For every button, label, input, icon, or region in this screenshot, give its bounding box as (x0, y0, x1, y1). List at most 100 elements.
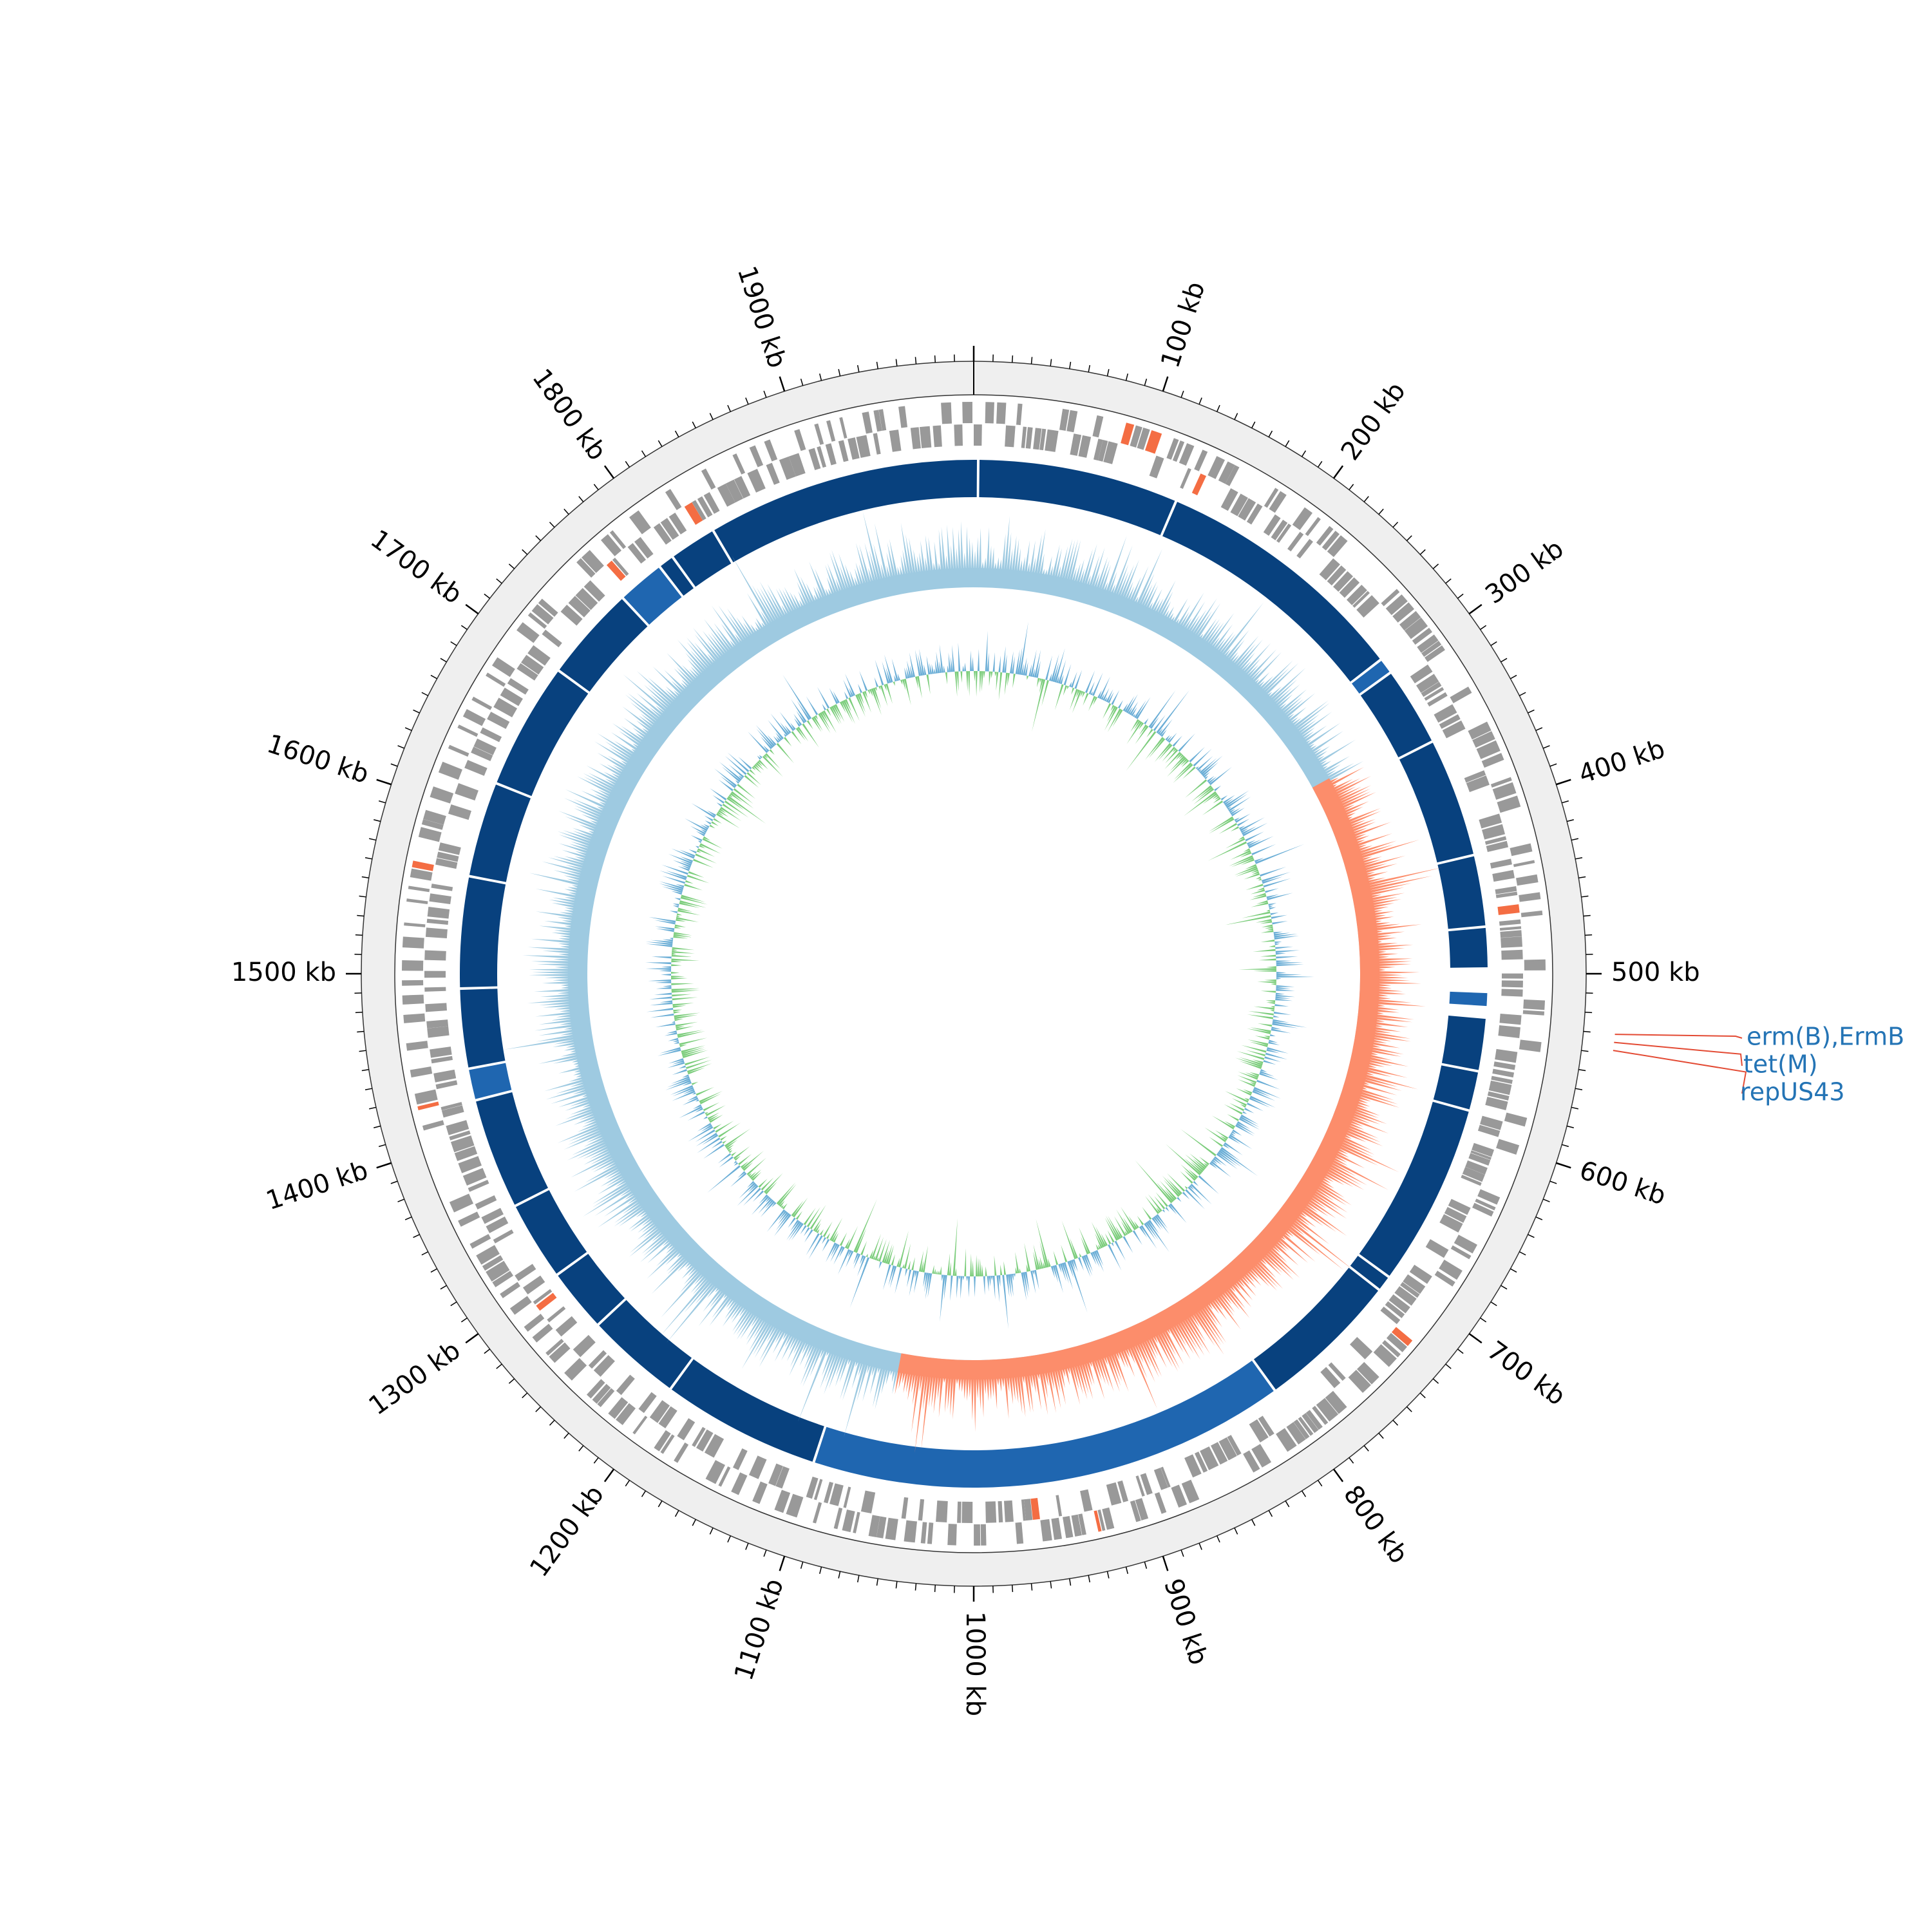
gc-bin (975, 671, 978, 697)
tick-mark (1392, 1419, 1399, 1426)
gc-bin (1054, 684, 1064, 710)
skew-bin (827, 563, 839, 594)
gene-feature (786, 1493, 804, 1518)
skew-bin (630, 1215, 651, 1232)
gene-feature (471, 746, 493, 761)
gc-bin (1253, 949, 1276, 952)
gc-bin (697, 840, 702, 844)
gc-bin (664, 1032, 677, 1036)
gc-bin (782, 1203, 788, 1209)
tick-mark (357, 914, 365, 917)
gc-bin (693, 1104, 702, 1110)
gc-bin (703, 824, 710, 828)
gc-bin (765, 1181, 778, 1195)
gc-bin (886, 1244, 893, 1264)
skew-bin (1195, 611, 1212, 637)
skew-bin (1377, 944, 1414, 949)
tick-mark (390, 1180, 398, 1184)
gene-feature (1444, 1207, 1467, 1223)
tick-mark (1378, 508, 1384, 515)
gene-feature (1249, 1419, 1269, 1443)
gc-bin (1188, 1169, 1198, 1179)
tick-mark (1519, 1251, 1526, 1256)
gene-feature (1230, 493, 1248, 516)
skew-bin (775, 1329, 784, 1343)
gc-bin (822, 1221, 833, 1237)
gc-bin (1067, 686, 1070, 690)
gc-bin (797, 726, 809, 742)
tick-mark (745, 1542, 749, 1550)
gc-bin (661, 974, 672, 976)
skew-bin (708, 633, 726, 656)
skew-bin (560, 1032, 574, 1036)
gc-bin (952, 1218, 958, 1276)
gc-bin (857, 694, 866, 713)
gc-bin (688, 871, 705, 878)
contig-segment (661, 558, 694, 596)
skew-bin (913, 549, 918, 574)
skew-bin (1366, 871, 1388, 878)
skew-bin (767, 583, 786, 617)
gene-feature (1454, 1235, 1477, 1254)
skew-bin (1162, 1331, 1176, 1356)
skew-bin (821, 1351, 832, 1376)
skew-bin (825, 565, 837, 594)
gene-feature (1472, 1202, 1494, 1217)
skew-bin (800, 1345, 818, 1386)
skew-bin (1032, 1373, 1036, 1394)
skew-bin (1127, 1347, 1135, 1364)
tick-mark (692, 421, 696, 428)
gene-feature (449, 1130, 471, 1141)
gc-bin (695, 1129, 715, 1142)
skew-bin (912, 1374, 918, 1405)
skew-bin (727, 614, 747, 641)
gc-bin (990, 671, 993, 679)
skew-bin (759, 581, 781, 620)
skew-bin (590, 788, 611, 800)
gc-bin (1274, 934, 1298, 938)
skew-bin (570, 1099, 590, 1106)
tick-mark (355, 934, 363, 936)
skew-bin (1374, 914, 1387, 918)
gc-bin (1249, 895, 1267, 900)
tick-mark (1216, 404, 1220, 412)
gene-feature (435, 1080, 458, 1090)
gc-bin (875, 659, 884, 686)
gc-bin (1122, 1236, 1133, 1253)
skew-bin (1364, 1076, 1398, 1087)
tick-label: 1800 kb (526, 363, 612, 466)
gc-bin (1273, 931, 1283, 934)
gc-bin (1063, 1262, 1074, 1290)
gene-feature (674, 1442, 689, 1463)
contig-segment (1449, 991, 1488, 1007)
gene-feature (1475, 1198, 1496, 1211)
skew-bin (1320, 761, 1332, 768)
gc-bin (676, 913, 683, 916)
skew-bin (1294, 1217, 1330, 1245)
skew-bin (1341, 1139, 1375, 1155)
gc-bin (1195, 766, 1199, 770)
skew-bin (928, 1376, 933, 1408)
skew-bin (572, 828, 594, 837)
gc-bin (674, 1018, 684, 1021)
gc-bin (1210, 1160, 1231, 1178)
skew-bin (643, 1226, 659, 1239)
skew-bin (557, 831, 592, 844)
gc-bin (1030, 649, 1037, 677)
gc-bin (1253, 1088, 1271, 1097)
skew-bin (679, 1270, 701, 1293)
skew-bin (1177, 604, 1191, 626)
skew-bin (1186, 601, 1206, 631)
gc-bin (1080, 690, 1084, 697)
skew-bin (1353, 1110, 1387, 1124)
gene-feature (486, 1217, 509, 1233)
gc-bin (810, 1204, 826, 1229)
gc-bin (893, 681, 895, 686)
skew-bin (1375, 1019, 1385, 1022)
skew-bin (621, 760, 629, 766)
tick-mark (1349, 484, 1354, 491)
gc-bin (998, 672, 1003, 701)
gc-bin (871, 1233, 882, 1260)
gc-bin (947, 665, 949, 672)
skew-bin (825, 589, 830, 597)
